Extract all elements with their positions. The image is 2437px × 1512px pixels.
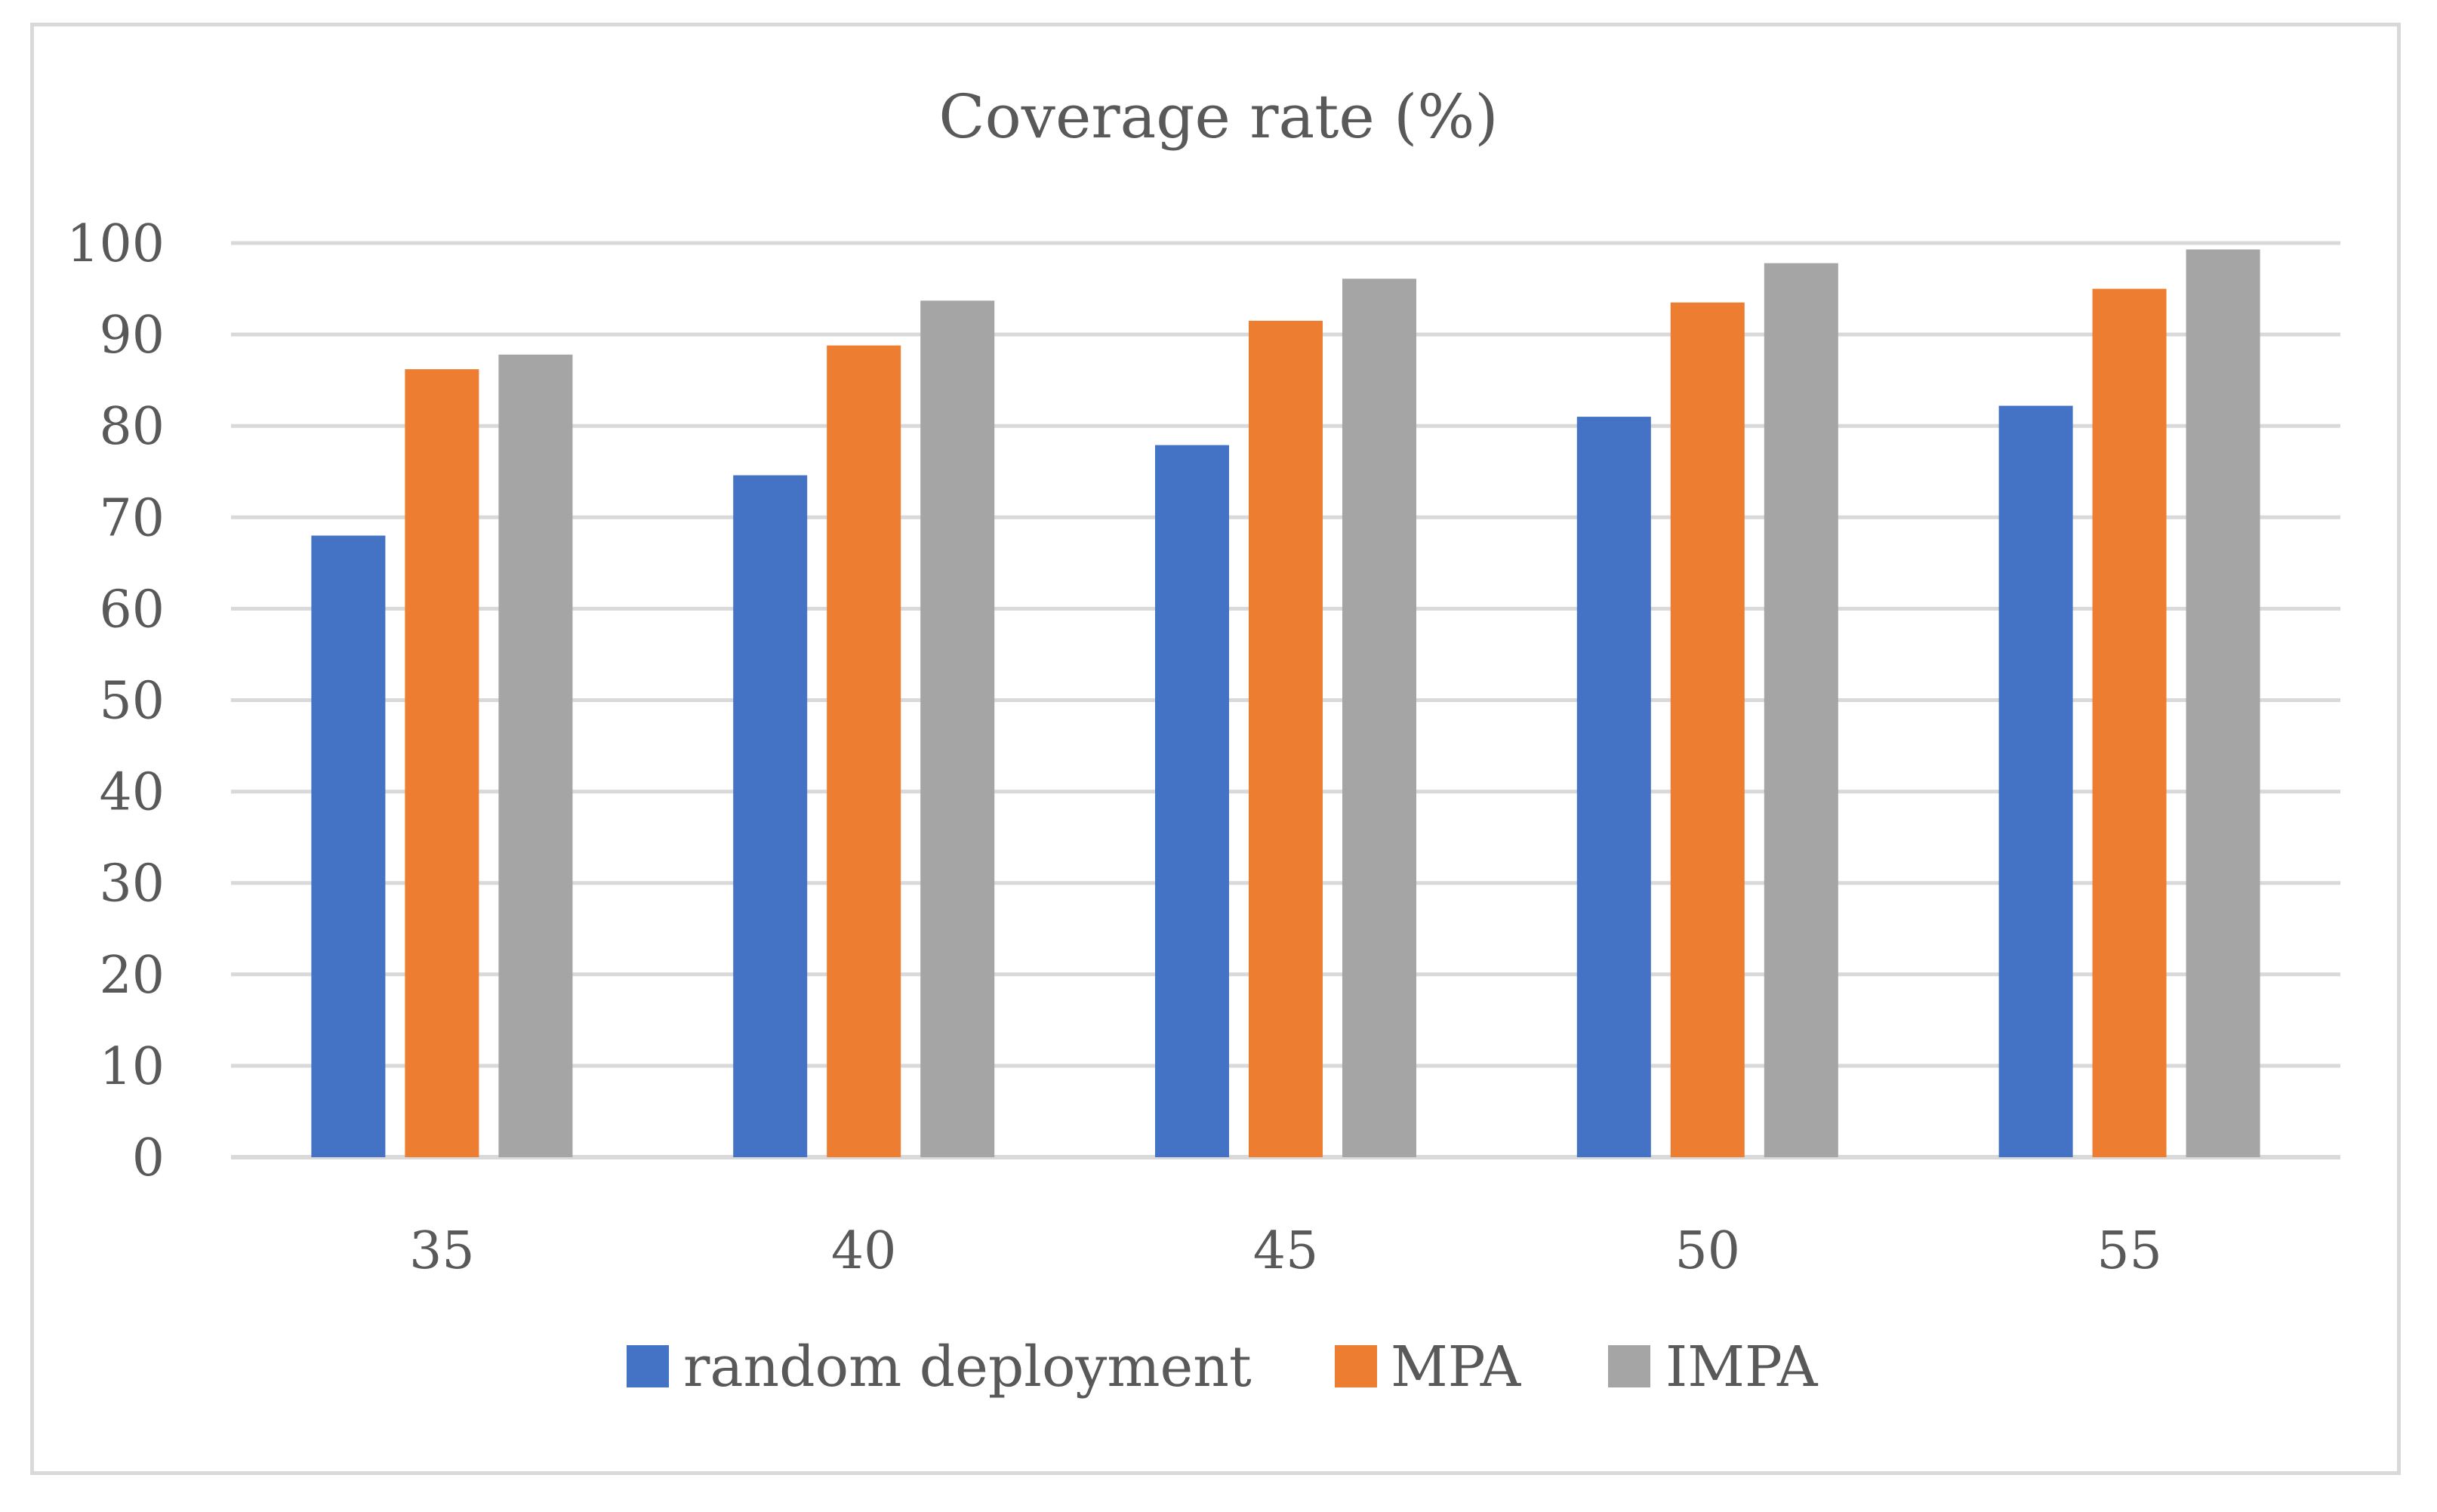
x-tick-label: 45 xyxy=(1253,1221,1319,1281)
bar-mpa-35 xyxy=(405,369,479,1157)
bar-impa-35 xyxy=(498,354,573,1158)
y-tick-label: 80 xyxy=(99,397,165,457)
bar-mpa-45 xyxy=(1249,320,1323,1157)
y-tick-label: 90 xyxy=(99,306,165,365)
x-tick-label: 55 xyxy=(2097,1221,2162,1281)
bar-impa-55 xyxy=(2186,249,2260,1157)
legend-swatch-mpa xyxy=(1335,1345,1377,1387)
legend-label: IMPA xyxy=(1665,1335,1819,1400)
x-tick-label: 50 xyxy=(1675,1221,1741,1281)
x-axis-ticks: 35 40 45 50 55 xyxy=(409,1221,2162,1281)
y-tick-label: 100 xyxy=(66,214,165,274)
bar-random-deployment-45 xyxy=(1155,445,1229,1157)
bar-random-deployment-40 xyxy=(733,475,808,1157)
y-tick-label: 40 xyxy=(99,763,165,823)
bar-mpa-50 xyxy=(1670,302,1745,1158)
legend-swatch-random-deployment xyxy=(627,1345,669,1387)
y-tick-label: 0 xyxy=(132,1129,165,1188)
legend-label: MPA xyxy=(1391,1335,1522,1400)
y-tick-label: 50 xyxy=(99,672,165,731)
y-tick-label: 60 xyxy=(99,580,165,639)
bar-impa-45 xyxy=(1342,279,1416,1157)
y-tick-label: 20 xyxy=(99,946,165,1005)
y-axis-ticks: 0 10 20 30 40 50 60 70 80 90 100 xyxy=(66,214,165,1188)
bar-impa-40 xyxy=(920,300,995,1158)
y-tick-label: 30 xyxy=(99,855,165,914)
x-tick-label: 40 xyxy=(831,1221,897,1281)
y-tick-label: 70 xyxy=(99,488,165,548)
x-tick-label: 35 xyxy=(409,1221,475,1281)
chart-title: Coverage rate (%) xyxy=(938,82,1498,152)
y-tick-label: 10 xyxy=(99,1037,165,1097)
bar-mpa-55 xyxy=(2092,288,2167,1157)
bar-random-deployment-50 xyxy=(1576,417,1651,1157)
legend-label: random deployment xyxy=(683,1335,1252,1400)
legend: random deployment MPA IMPA xyxy=(627,1335,1819,1400)
bar-random-deployment-35 xyxy=(311,535,386,1157)
legend-swatch-impa xyxy=(1608,1345,1650,1387)
bars xyxy=(311,249,2260,1158)
bar-impa-50 xyxy=(1764,263,1838,1158)
bar-random-deployment-55 xyxy=(1998,405,2073,1157)
bar-mpa-40 xyxy=(827,345,901,1158)
